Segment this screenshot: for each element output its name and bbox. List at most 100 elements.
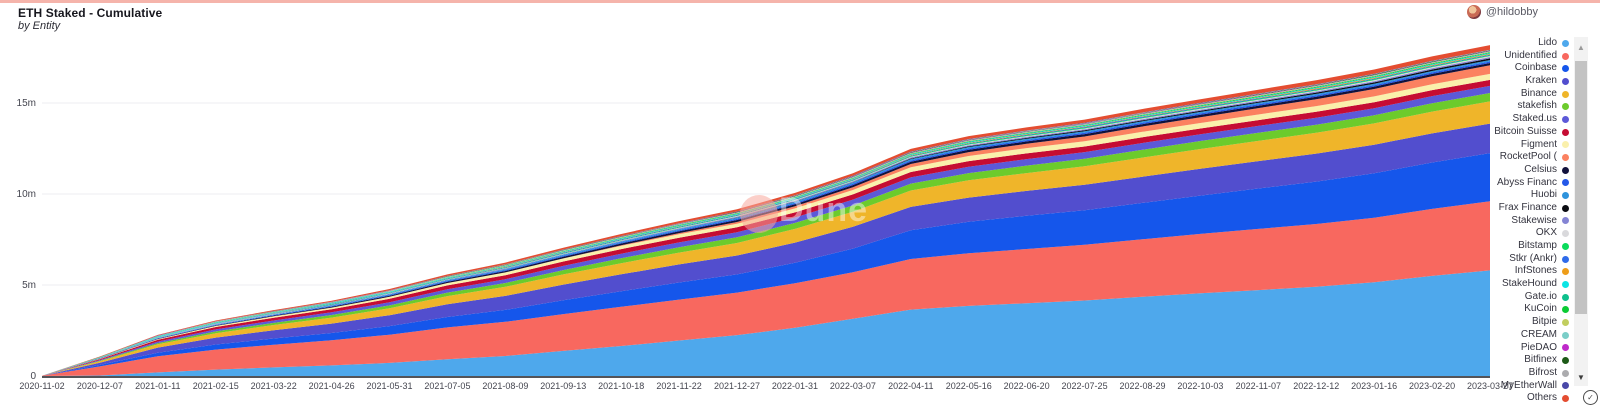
- legend-item-label: Bifrost: [1528, 366, 1557, 378]
- area-series-bitcoin-suisse[interactable]: [42, 79, 1490, 376]
- legend-item-rocketpool-[interactable]: RocketPool (: [1419, 151, 1569, 164]
- scroll-down-icon[interactable]: ▼: [1577, 372, 1585, 382]
- area-series-rocketpool-[interactable]: [42, 65, 1490, 376]
- legend-color-dot: [1562, 331, 1569, 339]
- area-series-stakefish[interactable]: [42, 93, 1490, 376]
- legend-color-dot: [1562, 166, 1569, 174]
- legend-item-label: Coinbase: [1514, 62, 1557, 74]
- legend-item-label: Gate.io: [1524, 290, 1557, 302]
- legend-color-dot: [1562, 115, 1569, 123]
- author-handle: @hildobby: [1485, 6, 1538, 18]
- legend-item-label: Bitpie: [1531, 316, 1557, 328]
- legend-item-stkr-ankr-[interactable]: Stkr (Ankr): [1419, 253, 1569, 266]
- area-series-figment[interactable]: [42, 73, 1490, 376]
- x-axis-tick-label: 2021-08-09: [482, 381, 528, 391]
- x-axis-tick-label: 2023-01-16: [1351, 381, 1397, 391]
- legend-item-myetherwall[interactable]: MyEtherWall: [1419, 380, 1569, 393]
- legend-item-label: stakefish: [1517, 100, 1557, 112]
- legend-item-bitfinex[interactable]: Bitfinex: [1419, 354, 1569, 367]
- legend-color-dot: [1562, 90, 1569, 98]
- legend-item-staked-us[interactable]: Staked.us: [1419, 113, 1569, 126]
- legend-item-label: Unidentified: [1504, 49, 1557, 61]
- x-axis-tick-label: 2022-08-29: [1119, 381, 1165, 391]
- legend-item-bitstamp[interactable]: Bitstamp: [1419, 240, 1569, 253]
- area-series-unidentified[interactable]: [42, 201, 1490, 376]
- x-axis-tick-label: 2021-05-31: [366, 381, 412, 391]
- legend-item-label: Staked.us: [1512, 113, 1557, 125]
- legend-item-label: RocketPool (: [1499, 151, 1557, 163]
- x-axis-tick-label: 2021-09-13: [540, 381, 586, 391]
- legend-item-label: Stakewise: [1511, 214, 1557, 226]
- legend-item-lido[interactable]: Lido: [1419, 37, 1569, 50]
- legend-item-celsius[interactable]: Celsius: [1419, 164, 1569, 177]
- author-badge[interactable]: @hildobby: [1466, 5, 1538, 19]
- legend-item-label: PieDAO: [1520, 341, 1557, 353]
- x-axis-tick-label: 2022-04-11: [888, 381, 933, 391]
- legend-item-gate-io[interactable]: Gate.io: [1419, 291, 1569, 304]
- legend-color-dot: [1562, 318, 1569, 326]
- x-axis-tick-label: 2021-03-22: [251, 381, 297, 391]
- legend-color-dot: [1562, 344, 1569, 352]
- x-axis-tick-label: 2021-07-05: [424, 381, 470, 391]
- legend-item-bitpie[interactable]: Bitpie: [1419, 316, 1569, 329]
- legend: Lido Unidentified Coinbase Kraken Binance sta…: [1419, 37, 1569, 405]
- area-series-lido[interactable]: [42, 270, 1490, 376]
- legend-item-bifrost[interactable]: Bifrost: [1419, 367, 1569, 380]
- legend-item-figment[interactable]: Figment: [1419, 139, 1569, 152]
- legend-item-label: Kraken: [1525, 75, 1557, 87]
- scrollbar-thumb[interactable]: [1575, 61, 1587, 314]
- legend-item-label: Others: [1526, 392, 1557, 404]
- x-axis-tick-label: 2022-01-31: [772, 381, 818, 391]
- legend-item-label: Abyss Financ: [1496, 176, 1557, 188]
- x-axis-tick-label: 2021-02-15: [193, 381, 239, 391]
- legend-item-stakefish[interactable]: stakefish: [1419, 100, 1569, 113]
- legend-color-dot: [1562, 65, 1569, 73]
- legend-item-okx[interactable]: OKX: [1419, 227, 1569, 240]
- legend-scrollbar[interactable]: ▲ ▼: [1574, 37, 1588, 386]
- legend-item-huobi[interactable]: Huobi: [1419, 189, 1569, 202]
- x-axis-tick-label: 2021-04-26: [309, 381, 355, 391]
- area-series-binance[interactable]: [42, 101, 1490, 376]
- legend-color-dot: [1562, 230, 1569, 238]
- legend-item-label: Binance: [1520, 87, 1557, 99]
- area-series-others[interactable]: [42, 45, 1490, 376]
- legend-item-label: Bitfinex: [1524, 354, 1557, 366]
- legend-item-bitcoin-suisse[interactable]: Bitcoin Suisse: [1419, 126, 1569, 139]
- legend-item-others[interactable]: Others: [1419, 392, 1569, 405]
- legend-color-dot: [1562, 268, 1569, 276]
- legend-item-label: Bitcoin Suisse: [1494, 125, 1557, 137]
- legend-item-label: InfStones: [1514, 265, 1557, 277]
- legend-item-kucoin[interactable]: KuCoin: [1419, 303, 1569, 316]
- legend-item-label: KuCoin: [1524, 303, 1557, 315]
- x-axis-tick-label: 2022-10-03: [1177, 381, 1223, 391]
- legend-color-dot: [1562, 77, 1569, 85]
- legend-color-dot: [1562, 204, 1569, 212]
- y-axis-tick-label: 0: [30, 371, 36, 382]
- legend-item-unidentified[interactable]: Unidentified: [1419, 50, 1569, 63]
- legend-item-stakewise[interactable]: Stakewise: [1419, 215, 1569, 228]
- scroll-up-icon[interactable]: ▲: [1577, 42, 1585, 52]
- area-series-coinbase[interactable]: [42, 153, 1490, 376]
- legend-item-frax-finance[interactable]: Frax Finance: [1419, 202, 1569, 215]
- legend-item-piedao[interactable]: PieDAO: [1419, 342, 1569, 355]
- legend-item-label: Huobi: [1530, 189, 1557, 201]
- legend-color-dot: [1562, 255, 1569, 263]
- legend-item-abyss-financ[interactable]: Abyss Financ: [1419, 177, 1569, 190]
- legend-item-label: StakeHound: [1501, 278, 1557, 290]
- legend-item-cream[interactable]: CREAM: [1419, 329, 1569, 342]
- legend-color-dot: [1562, 141, 1569, 149]
- legend-color-dot: [1562, 103, 1569, 111]
- legend-item-stakehound[interactable]: StakeHound: [1419, 278, 1569, 291]
- legend-item-label: CREAM: [1520, 328, 1557, 340]
- area-series-staked-us[interactable]: [42, 85, 1490, 376]
- legend-item-kraken[interactable]: Kraken: [1419, 75, 1569, 88]
- legend-color-dot: [1562, 242, 1569, 250]
- legend-item-infstones[interactable]: InfStones: [1419, 265, 1569, 278]
- area-series-kraken[interactable]: [42, 123, 1490, 376]
- x-axis-tick-label: 2022-05-16: [946, 381, 992, 391]
- avatar: [1466, 5, 1481, 19]
- legend-item-coinbase[interactable]: Coinbase: [1419, 62, 1569, 75]
- check-circle-icon[interactable]: ✓: [1583, 390, 1598, 405]
- legend-item-binance[interactable]: Binance: [1419, 88, 1569, 101]
